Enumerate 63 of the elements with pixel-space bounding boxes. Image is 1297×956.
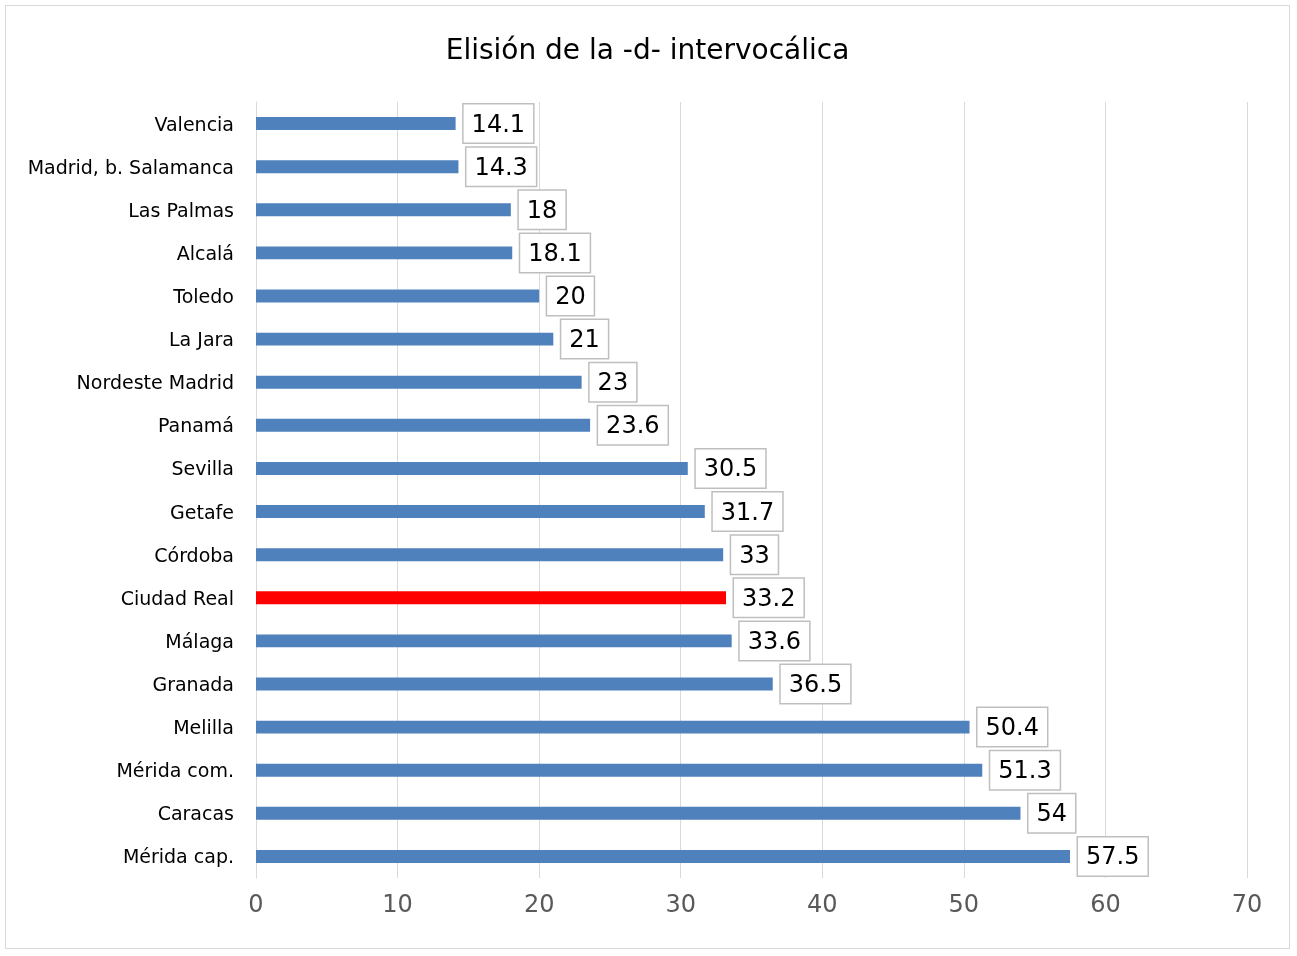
data-label: 18.1 bbox=[528, 238, 582, 267]
y-tick-label: La Jara bbox=[169, 328, 234, 351]
bar bbox=[256, 246, 513, 260]
y-tick-label: Madrid, b. Salamanca bbox=[27, 155, 234, 178]
data-label: 23 bbox=[597, 368, 629, 397]
y-tick-label: Valencia bbox=[154, 112, 234, 135]
bar bbox=[256, 289, 540, 303]
y-tick-label: Sevilla bbox=[171, 457, 234, 480]
x-tick-label: 10 bbox=[382, 890, 413, 918]
data-label: 23.6 bbox=[606, 411, 660, 440]
y-tick-label: Mérida cap. bbox=[122, 845, 234, 868]
y-tick-label: Melilla bbox=[173, 716, 234, 739]
data-label: 20 bbox=[555, 282, 586, 310]
data-label: 57.5 bbox=[1086, 842, 1140, 871]
x-tick-label: 40 bbox=[807, 890, 838, 918]
bar bbox=[256, 505, 705, 519]
y-tick-label: Getafe bbox=[170, 500, 234, 523]
data-label: 51.3 bbox=[998, 756, 1052, 785]
y-tick-label: Mérida com. bbox=[116, 759, 234, 782]
bar bbox=[256, 720, 970, 734]
data-label: 14.3 bbox=[474, 152, 528, 181]
y-tick-label: Caracas bbox=[157, 802, 234, 825]
data-label: 14.1 bbox=[471, 109, 526, 138]
x-tick-label: 50 bbox=[948, 890, 980, 918]
bar bbox=[256, 591, 727, 605]
x-tick-label: 60 bbox=[1090, 890, 1121, 918]
bar bbox=[256, 806, 1021, 820]
x-tick-label: 20 bbox=[523, 890, 555, 918]
bar bbox=[256, 160, 459, 174]
data-label: 31.7 bbox=[720, 497, 775, 526]
y-tick-label: Alcalá bbox=[176, 241, 234, 264]
y-tick-label: Granada bbox=[152, 673, 234, 695]
bar bbox=[256, 634, 732, 648]
data-label: 33 bbox=[739, 540, 770, 569]
data-label: 50.4 bbox=[985, 713, 1039, 742]
x-tick-label: 0 bbox=[248, 890, 264, 918]
bar bbox=[256, 677, 773, 691]
data-label: 33.2 bbox=[742, 583, 796, 612]
bar bbox=[256, 375, 582, 389]
y-tick-label: Las Palmas bbox=[128, 198, 234, 221]
bar bbox=[256, 763, 983, 777]
y-tick-label: Panamá bbox=[157, 414, 234, 437]
data-label: 18 bbox=[526, 195, 558, 224]
data-label: 21 bbox=[569, 325, 600, 354]
y-tick-label: Córdoba bbox=[154, 543, 234, 566]
chart-title: Elisión de la -d- intervocálica bbox=[445, 32, 850, 66]
data-label: 54 bbox=[1036, 799, 1068, 828]
y-tick-label: Ciudad Real bbox=[120, 586, 234, 609]
bar bbox=[256, 418, 591, 432]
bar bbox=[256, 461, 688, 475]
bar bbox=[256, 117, 456, 131]
y-tick-label: Nordeste Madrid bbox=[76, 371, 234, 394]
bar bbox=[256, 332, 554, 346]
bar bbox=[256, 203, 511, 217]
x-tick-label: 30 bbox=[665, 890, 696, 918]
data-label: 30.5 bbox=[703, 454, 758, 483]
y-tick-label: Toledo bbox=[172, 285, 234, 307]
y-tick-label: Málaga bbox=[165, 629, 234, 652]
bar bbox=[256, 849, 1071, 863]
bar bbox=[256, 548, 724, 562]
data-label: 33.6 bbox=[747, 626, 802, 655]
x-tick-label: 70 bbox=[1231, 890, 1263, 918]
data-label: 36.5 bbox=[788, 670, 843, 698]
